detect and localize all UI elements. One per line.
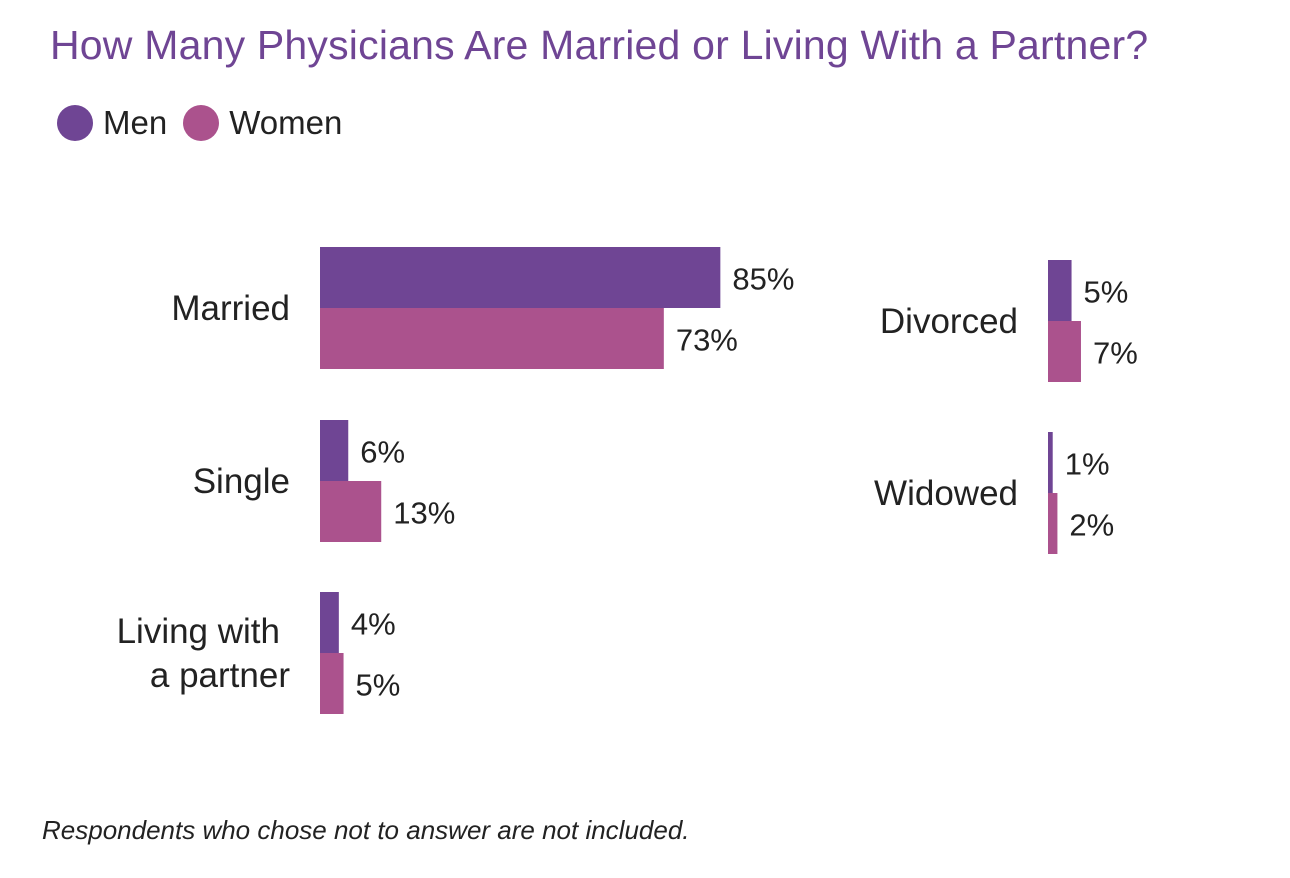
value-label: 5% <box>356 668 401 703</box>
bar-men <box>320 592 339 653</box>
legend: Men Women <box>57 104 358 142</box>
value-label: 5% <box>1084 275 1129 310</box>
bar-men <box>1048 432 1053 493</box>
bar-men <box>1048 260 1072 321</box>
value-label: 4% <box>351 607 396 642</box>
legend-swatch-women <box>183 105 220 141</box>
bar-women <box>1048 493 1058 554</box>
legend-label-women: Women <box>229 104 343 141</box>
category-label: Single <box>193 462 290 501</box>
value-label: 85% <box>732 262 794 297</box>
value-label: 2% <box>1069 508 1114 543</box>
bar-women <box>320 653 344 714</box>
legend-label-men: Men <box>103 104 168 141</box>
category-label: Living with a partner <box>117 612 291 695</box>
bar-women <box>320 481 382 542</box>
bar-men <box>320 247 721 308</box>
value-label: 7% <box>1093 336 1138 371</box>
chart-title: How Many Physicians Are Married or Livin… <box>50 22 1149 68</box>
legend-item-women: Women <box>183 104 342 142</box>
legend-item-men: Men <box>57 104 167 142</box>
category-label: Married <box>171 289 290 328</box>
bar-men <box>320 420 349 481</box>
bar-women <box>1048 321 1081 382</box>
category-label: Widowed <box>874 474 1018 513</box>
legend-swatch-men <box>57 105 93 141</box>
bar-women <box>320 308 664 369</box>
value-label: 6% <box>360 435 405 470</box>
chart-footnote: Respondents who chose not to answer are … <box>42 815 690 845</box>
value-label: 73% <box>676 323 738 358</box>
category-label: Divorced <box>880 302 1018 341</box>
value-label: 13% <box>393 496 455 531</box>
value-label: 1% <box>1065 447 1110 482</box>
